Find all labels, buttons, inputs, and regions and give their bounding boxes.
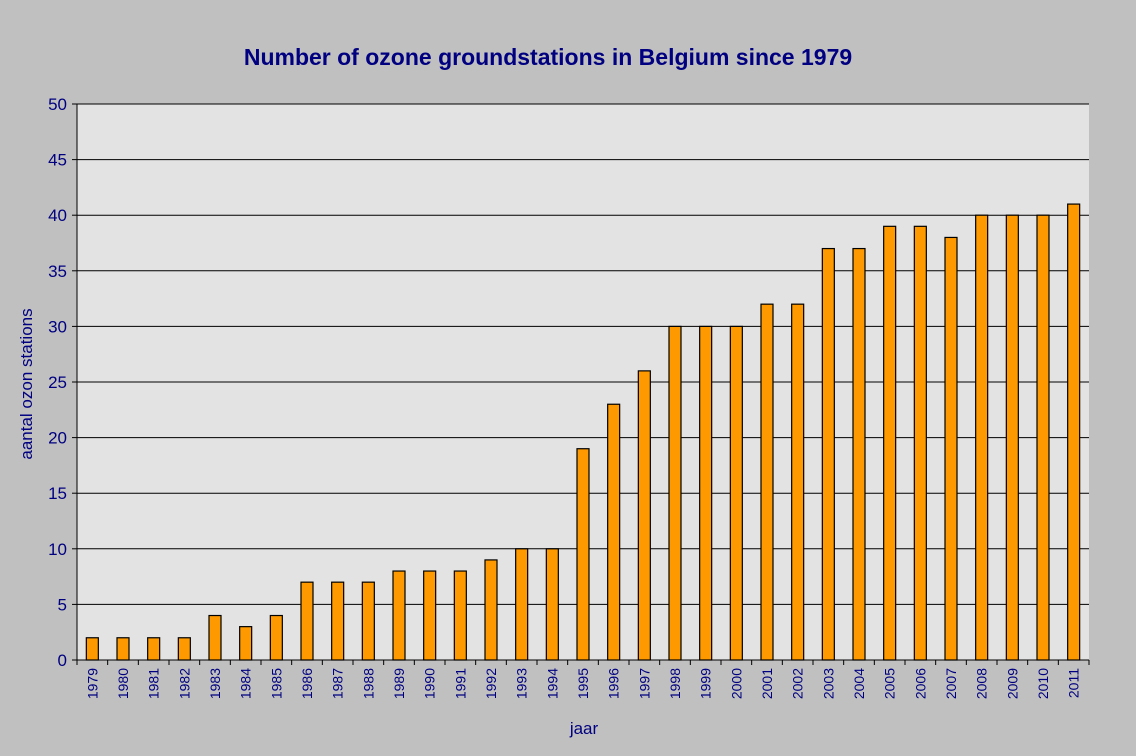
bars <box>85 203 1081 661</box>
x-tick-label: 2005 <box>882 668 898 699</box>
bar-1998 <box>668 325 682 661</box>
y-tick-label: 15 <box>48 484 67 503</box>
x-tick-label: 1990 <box>422 668 438 699</box>
bar-1991 <box>453 570 467 661</box>
bar-1983 <box>208 614 222 661</box>
x-tick-label: 2007 <box>943 668 959 699</box>
bar-2001 <box>760 303 774 661</box>
bar-1982 <box>177 637 191 661</box>
bar-1985 <box>269 614 283 661</box>
y-tick-label: 50 <box>48 95 67 114</box>
bar-1994 <box>545 548 559 661</box>
x-tick-label: 2008 <box>974 668 990 699</box>
bar-1988 <box>361 581 375 661</box>
x-tick-label: 1998 <box>667 668 683 699</box>
bar-2009 <box>1005 214 1019 661</box>
x-tick-label: 1981 <box>146 668 162 699</box>
x-tick-label: 2010 <box>1035 668 1051 699</box>
bar-1981 <box>147 637 161 661</box>
x-tick-label: 1993 <box>514 668 530 699</box>
bar-2007 <box>944 236 958 661</box>
bar-1979 <box>85 637 99 661</box>
y-tick-label: 45 <box>48 151 67 170</box>
x-tick-label: 1979 <box>84 668 100 699</box>
bar-1984 <box>239 626 253 661</box>
x-tick-label: 2006 <box>912 668 928 699</box>
y-tick-label: 0 <box>58 651 67 670</box>
bar-1995 <box>576 448 590 661</box>
x-tick-label: 1991 <box>452 668 468 699</box>
x-tick-label: 2009 <box>1004 668 1020 699</box>
x-tick-label: 1997 <box>636 668 652 699</box>
x-tick-label: 1986 <box>299 668 315 699</box>
x-tick-label: 1996 <box>606 668 622 699</box>
chart-title: Number of ozone groundstations in Belgiu… <box>244 44 852 70</box>
x-tick-label: 2004 <box>851 668 867 699</box>
x-tick-label: 2001 <box>759 668 775 699</box>
x-tick-label: 2011 <box>1066 668 1082 698</box>
x-tick-label: 1982 <box>176 668 192 699</box>
x-tick-label: 2002 <box>790 668 806 699</box>
y-tick-label: 40 <box>48 206 67 225</box>
bar-1997 <box>637 370 651 661</box>
bar-1992 <box>484 559 498 661</box>
bar-1999 <box>699 325 713 661</box>
y-tick-label: 20 <box>48 429 67 448</box>
y-tick-label: 35 <box>48 262 67 281</box>
y-tick-label: 30 <box>48 317 67 336</box>
x-tick-label: 1988 <box>360 668 376 699</box>
bar-2008 <box>975 214 989 661</box>
x-axis-label: jaar <box>569 719 599 738</box>
x-tick-label: 1999 <box>698 668 714 699</box>
bar-2006 <box>913 225 927 661</box>
x-tick-label: 1989 <box>391 668 407 699</box>
bar-1993 <box>515 548 529 661</box>
x-tick-label: 2000 <box>728 668 744 699</box>
y-tick-label: 25 <box>48 373 67 392</box>
bar-1986 <box>300 581 314 661</box>
y-tick-labels: 0 5 10 15 20 25 30 35 40 45 50 <box>48 95 67 670</box>
bar-2002 <box>791 303 805 661</box>
bar-1980 <box>116 637 130 661</box>
x-tick-label: 2003 <box>820 668 836 699</box>
x-tick-label: 1994 <box>544 668 560 699</box>
axes <box>76 104 1089 661</box>
y-tick-label: 5 <box>58 595 67 614</box>
bar-2005 <box>883 225 897 661</box>
bar-1990 <box>423 570 437 661</box>
x-tick-label: 1992 <box>483 668 499 699</box>
x-tick-label: 1985 <box>268 668 284 699</box>
x-tick-label: 1987 <box>330 668 346 699</box>
x-tick-label: 1995 <box>575 668 591 699</box>
bar-2003 <box>821 247 835 661</box>
y-axis-label: aantal ozon stations <box>17 308 36 459</box>
x-tick-label: 1980 <box>115 668 131 699</box>
bar-2000 <box>729 325 743 661</box>
bar-2011 <box>1067 203 1081 661</box>
y-tick-label: 10 <box>48 540 67 559</box>
bar-2004 <box>852 247 866 661</box>
x-tick-label: 1983 <box>207 668 223 699</box>
bar-1996 <box>607 403 621 661</box>
bar-1989 <box>392 570 406 661</box>
x-tick-labels: 1979 1980 1981 1982 1983 1984 1985 1986 1987 1988… <box>84 668 1081 699</box>
bar-2010 <box>1036 214 1050 661</box>
x-tick-label: 1984 <box>238 668 254 699</box>
bar-1987 <box>331 581 345 661</box>
